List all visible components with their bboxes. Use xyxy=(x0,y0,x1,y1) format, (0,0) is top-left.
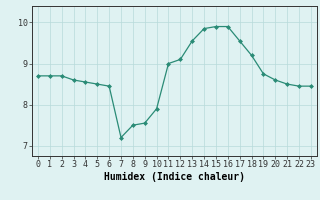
X-axis label: Humidex (Indice chaleur): Humidex (Indice chaleur) xyxy=(104,172,245,182)
